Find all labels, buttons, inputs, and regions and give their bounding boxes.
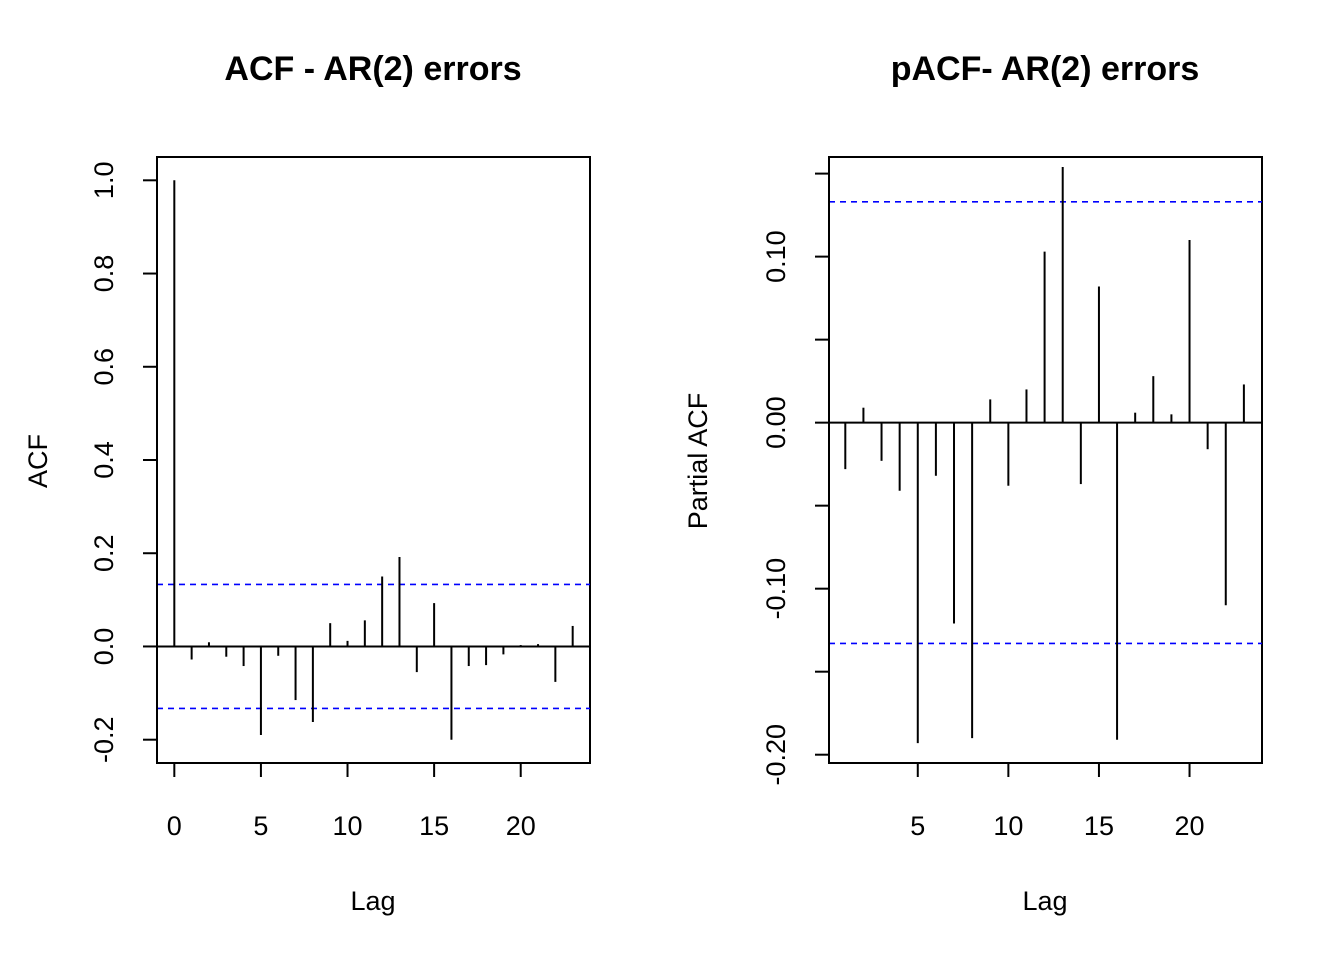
- acf-x-tick-label: 15: [419, 811, 449, 841]
- acf-marks: [157, 180, 590, 740]
- acf-y-tick-label: 0.4: [89, 441, 119, 479]
- pacf-y-tick-label: 0.10: [761, 230, 791, 283]
- acf-x-axis: 0 5 10 15 20: [167, 762, 536, 841]
- pacf-y-axis-label: Partial ACF: [683, 393, 713, 530]
- pacf-plot-frame: [828, 156, 1263, 764]
- acf-y-tick-label: 0.6: [89, 348, 119, 386]
- acf-y-axis: -0.2 0.0 0.2 0.4 0.6 0.8 1.0: [89, 162, 158, 763]
- acf-y-tick-label: 0.8: [89, 255, 119, 293]
- acf-y-tick-label: -0.2: [89, 716, 119, 763]
- acf-y-tick-label: 1.0: [89, 162, 119, 200]
- pacf-x-tick-label: 15: [1084, 811, 1114, 841]
- acf-plot-frame: [156, 156, 591, 764]
- pacf-x-axis: 5 10 15 20: [910, 762, 1205, 841]
- pacf-y-tick-label: -0.10: [761, 558, 791, 620]
- pacf-title: pACF- AR(2) errors: [891, 50, 1200, 88]
- pacf-x-tick-label: 5: [910, 811, 925, 841]
- acf-x-tick-label: 5: [253, 811, 268, 841]
- acf-title: ACF - AR(2) errors: [224, 50, 521, 88]
- acf-y-tick-label: 0.2: [89, 534, 119, 572]
- pacf-y-tick-label: -0.20: [761, 724, 791, 786]
- pacf-y-axis: -0.20 -0.10 0.00 0.10: [761, 172, 830, 786]
- pacf-x-tick-label: 10: [993, 811, 1023, 841]
- acf-y-tick-label: 0.0: [89, 628, 119, 666]
- acf-y-axis-label: ACF: [23, 434, 53, 488]
- acf-x-tick-label: 20: [506, 811, 536, 841]
- acf-x-axis-label: Lag: [350, 886, 395, 916]
- acf-panel: ACF - AR(2) errors 0 5 10 15 20 -0.2 0.0 0.2 0.…: [23, 50, 591, 916]
- acf-x-tick-label: 10: [332, 811, 362, 841]
- pacf-y-tick-label: 0.00: [761, 396, 791, 449]
- pacf-x-tick-label: 20: [1175, 811, 1205, 841]
- pacf-x-axis-label: Lag: [1022, 886, 1067, 916]
- pacf-marks: [829, 166, 1262, 744]
- acf-x-tick-label: 0: [167, 811, 182, 841]
- pacf-panel: pACF- AR(2) errors 5 10 15 20 -0.20 -0.10 0.0…: [683, 50, 1263, 916]
